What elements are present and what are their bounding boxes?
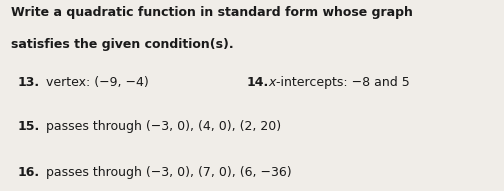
Text: 16.: 16. — [18, 166, 40, 179]
Text: -intercepts: −8 and 5: -intercepts: −8 and 5 — [276, 76, 410, 89]
Text: passes through (−3, 0), (4, 0), (2, 20): passes through (−3, 0), (4, 0), (2, 20) — [38, 120, 281, 133]
Text: passes through (−3, 0), (7, 0), (6, −36): passes through (−3, 0), (7, 0), (6, −36) — [38, 166, 291, 179]
Text: 13.: 13. — [18, 76, 40, 89]
Text: 15.: 15. — [18, 120, 40, 133]
Text: satisfies the given condition(s).: satisfies the given condition(s). — [11, 38, 234, 51]
Text: Write a quadratic function in standard form whose graph: Write a quadratic function in standard f… — [11, 6, 413, 19]
Text: x: x — [268, 76, 276, 89]
Text: vertex: (−9, −4): vertex: (−9, −4) — [38, 76, 149, 89]
Text: 14.: 14. — [247, 76, 269, 89]
